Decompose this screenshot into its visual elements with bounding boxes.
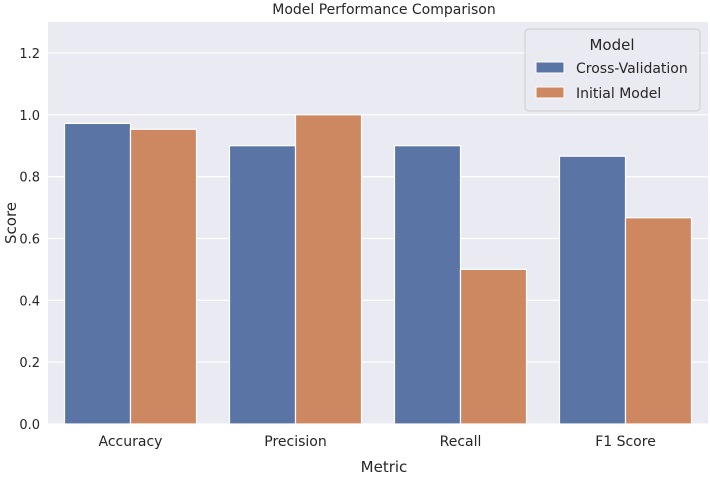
legend-box [524,28,701,112]
bar-cross-validation-accuracy [63,122,132,425]
bar-initial-model-f1-score [624,217,693,425]
bar-initial-model-recall [459,268,528,425]
y-tick-label: 0.0 [19,418,40,433]
y-tick-labels: 0.0 0.2 0.4 0.6 0.8 1.0 1.2 [19,47,40,433]
bar-initial-model-accuracy [129,128,198,425]
legend-title: Model [589,36,634,54]
x-tick-label: Precision [264,434,326,450]
x-tick-label: Accuracy [99,434,163,450]
bars [63,114,693,425]
y-tick-label: 0.8 [19,171,40,186]
legend-label: Initial Model [576,86,661,102]
bar-initial-model-precision [294,114,363,425]
legend: Model Cross-Validation Initial Model [524,28,701,112]
bar-cross-validation-f1-score [558,155,627,425]
legend-label: Cross-Validation [576,61,688,77]
y-tick-label: 1.0 [19,109,40,124]
legend-swatch [535,86,565,99]
x-tick-labels: Accuracy Precision Recall F1 Score [99,434,656,450]
y-tick-label: 0.4 [19,294,40,309]
x-axis-label: Metric [361,458,408,476]
y-axis-label: Score [2,202,20,244]
x-tick-label: F1 Score [595,434,656,450]
y-tick-label: 0.6 [19,232,40,247]
bar-cross-validation-precision [228,145,297,425]
x-tick-label: Recall [440,434,482,450]
chart-title: Model Performance Comparison [272,2,495,18]
y-tick-label: 1.2 [19,47,40,62]
legend-swatch [535,61,565,74]
y-tick-label: 0.2 [19,356,40,371]
bar-cross-validation-recall [393,145,462,425]
